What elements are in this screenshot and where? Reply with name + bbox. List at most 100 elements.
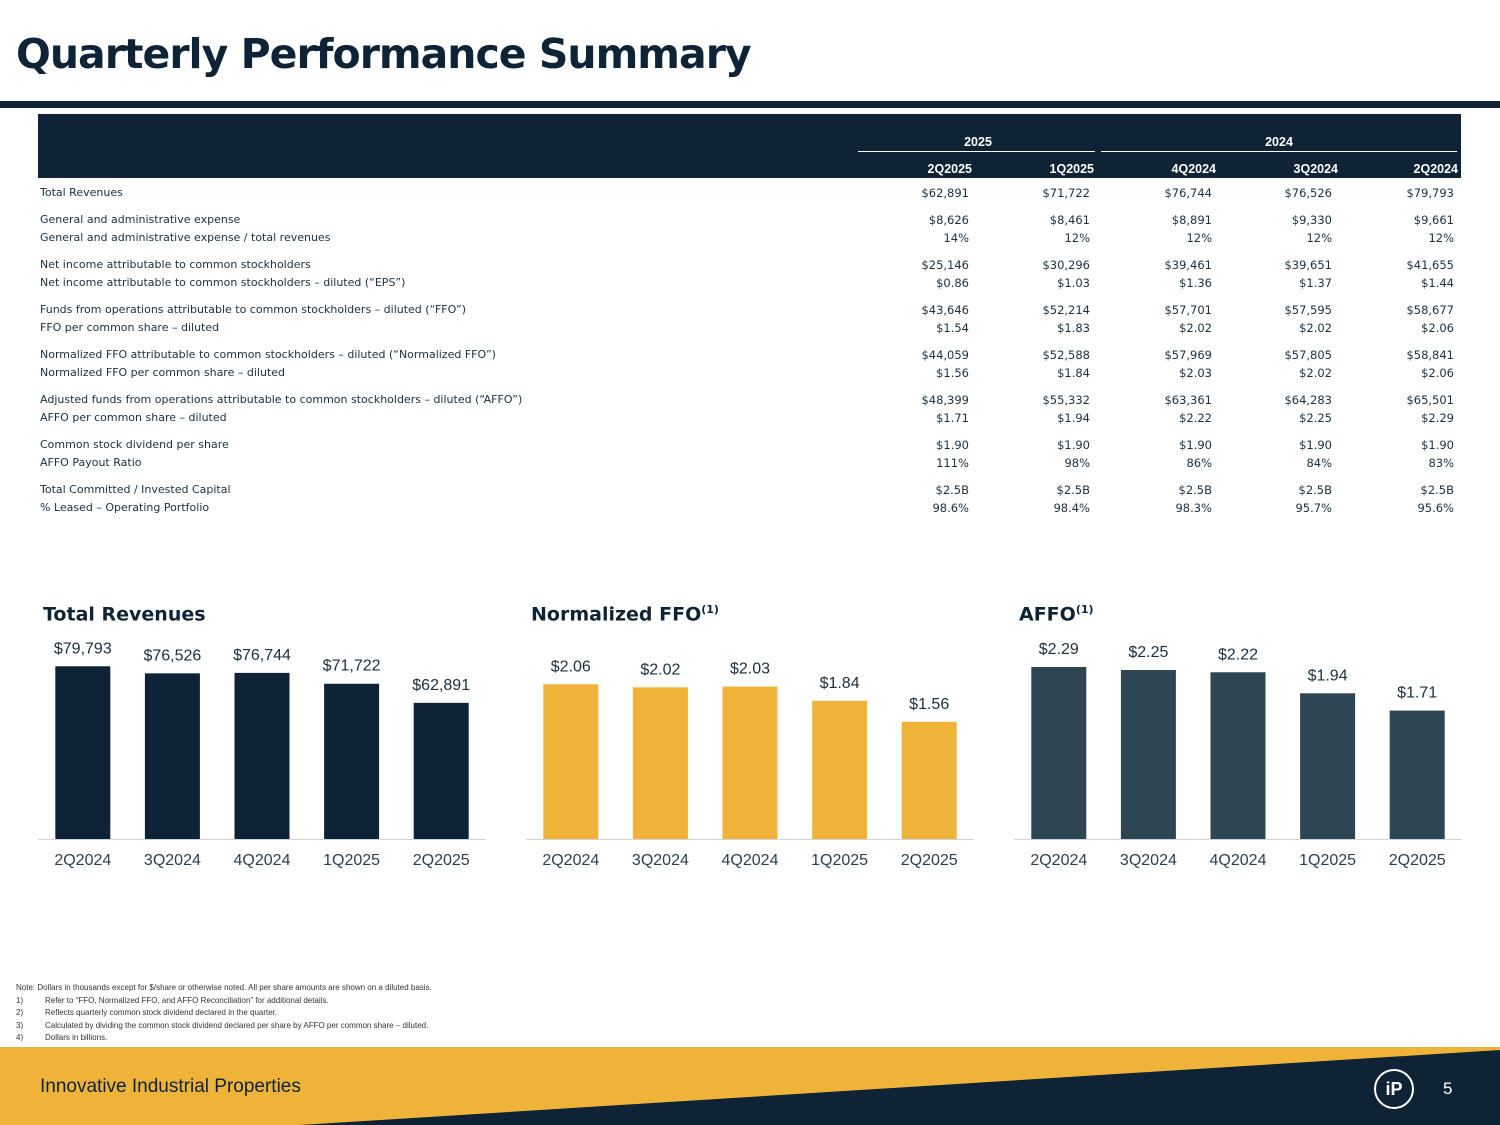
bar [144, 673, 200, 839]
cell-value: $1.56 [936, 366, 969, 380]
data-label: $62,891 [412, 677, 470, 694]
cell-value: $76,744 [1164, 186, 1212, 200]
cell-value: $79,793 [1406, 186, 1454, 200]
x-tick-label: 2Q2025 [1389, 852, 1446, 869]
cell-value: $76,526 [1284, 186, 1332, 200]
bar [1031, 667, 1087, 839]
cell-value: $62,891 [921, 186, 969, 200]
cell-value: 98.6% [932, 501, 969, 515]
cell-value: $1.94 [1057, 411, 1090, 425]
bar [1389, 710, 1445, 839]
chart-title: Normalized FFO(1) [531, 603, 719, 626]
data-label: $2.29 [1039, 641, 1079, 658]
cell-value: 98.3% [1175, 501, 1212, 515]
table-group: Net income attributable to common stockh… [40, 256, 1460, 293]
bar [324, 683, 380, 839]
cell-value: $1.44 [1421, 276, 1454, 290]
cell-value: $63,361 [1164, 392, 1212, 407]
cell-value: $9,661 [1413, 212, 1454, 227]
cell-value: $58,677 [1406, 302, 1454, 317]
x-tick-label: 2Q2024 [1030, 852, 1087, 869]
cell-value: $2.02 [1179, 321, 1212, 335]
data-label: $76,526 [143, 647, 201, 664]
cell-value: $71,722 [1042, 186, 1090, 200]
cell-value: $1.90 [936, 437, 969, 452]
cell-value: $39,461 [1164, 257, 1212, 272]
cell-value: $1.90 [1421, 437, 1454, 452]
cell-value: $65,501 [1406, 392, 1454, 407]
year-2025: 2025 [964, 135, 992, 149]
quarter-header: 2Q2025 [927, 162, 972, 176]
bar [901, 721, 957, 839]
table-header: 2025 2024 2Q2025 1Q2025 4Q2024 3Q2024 2Q… [38, 114, 1461, 178]
data-label: $71,722 [323, 658, 381, 675]
quarter-header: 4Q2024 [1171, 162, 1216, 176]
cell-value: 12% [1428, 231, 1454, 245]
row-label: General and administrative expense [40, 212, 241, 226]
metrics-table: Total Revenues $62,891 $71,722 $76,744 $76,5… [40, 184, 1460, 526]
data-label: $76,744 [233, 647, 291, 664]
cell-value: 12% [1186, 231, 1212, 245]
cell-value: 95.7% [1295, 501, 1332, 515]
cell-value: $52,214 [1042, 302, 1090, 317]
cell-value: $8,626 [928, 212, 969, 227]
footnote: 2) Reflects quarterly common stock divide… [16, 1008, 278, 1017]
table-row: General and administrative expense $8,626… [40, 211, 1460, 230]
chart-title: AFFO(1) [1019, 603, 1094, 626]
cell-value: 12% [1306, 231, 1332, 245]
cell-value: $57,701 [1164, 302, 1212, 317]
data-label: $2.22 [1218, 646, 1258, 663]
x-tick-label: 2Q2024 [542, 852, 599, 869]
footnote-intro: Note: Dollars in thousands except for $/… [16, 983, 432, 992]
bar-chart-svg: $2.29 2Q2024 $2.25 3Q2024 $2.22 4Q2024 $1.94 1Q… [1014, 641, 1462, 869]
cell-value: $2.5B [1420, 482, 1455, 497]
data-label: $2.02 [640, 661, 680, 678]
table-row: Normalized FFO per common share – dilute… [40, 364, 1460, 383]
bar [413, 702, 469, 839]
data-label: $2.03 [730, 661, 770, 678]
cell-value: $58,841 [1406, 347, 1454, 362]
cell-value: $1.71 [936, 411, 969, 425]
cell-value: $39,651 [1284, 257, 1332, 272]
cell-value: $1.54 [936, 321, 969, 335]
cell-value: $1.84 [1057, 366, 1090, 380]
cell-value: $57,595 [1284, 302, 1332, 317]
cell-value: $25,146 [921, 257, 969, 272]
table-group: Common stock dividend per share $1.90 $1.9… [40, 436, 1460, 473]
row-label: Net income attributable to common stockh… [40, 276, 406, 289]
row-label: Common stock dividend per share [40, 437, 229, 451]
cell-value: 12% [1064, 231, 1090, 245]
bar-chart-svg: $2.06 2Q2024 $2.02 3Q2024 $2.03 4Q2024 $1.84 1Q… [526, 658, 974, 869]
row-label: Normalized FFO attributable to common st… [40, 347, 496, 361]
row-label: AFFO Payout Ratio [40, 456, 142, 469]
table-row: Funds from operations attributable to co… [40, 301, 1460, 320]
cell-value: $1.37 [1299, 276, 1332, 290]
cell-value: 95.6% [1417, 501, 1454, 515]
cell-value: $0.86 [936, 276, 969, 290]
table-row: Total Committed / Invested Capital $2.5B $… [40, 481, 1460, 500]
bar [1210, 672, 1266, 839]
cell-value: $2.29 [1421, 411, 1454, 425]
table-group: Normalized FFO attributable to common st… [40, 346, 1460, 383]
cell-value: $2.02 [1299, 366, 1332, 380]
table-row: FFO per common share – diluted $1.54 $1.83… [40, 319, 1460, 338]
footnote: 3) Calculated by dividing the common stoc… [16, 1020, 429, 1030]
row-label: Net income attributable to common stockh… [40, 257, 311, 271]
page-title: Quarterly Performance Summary [16, 30, 752, 78]
table-row: Normalized FFO attributable to common st… [40, 346, 1460, 365]
cell-value: $55,332 [1042, 392, 1090, 407]
table-row: Net income attributable to common stockh… [40, 274, 1460, 293]
data-label: $1.56 [909, 696, 949, 713]
x-tick-label: 3Q2024 [1120, 852, 1177, 869]
cell-value: $52,588 [1042, 347, 1090, 362]
x-tick-label: 2Q2025 [413, 852, 470, 869]
cell-value: 98.4% [1053, 501, 1090, 515]
data-label: $2.25 [1128, 644, 1168, 661]
cell-value: $2.5B [1056, 482, 1091, 497]
cell-value: 111% [936, 456, 969, 470]
row-label: Funds from operations attributable to co… [40, 302, 467, 316]
cell-value: $9,330 [1291, 212, 1332, 227]
row-label: % Leased – Operating Portfolio [40, 501, 210, 514]
cell-value: $2.22 [1179, 411, 1212, 425]
cell-value: $30,296 [1042, 257, 1090, 272]
